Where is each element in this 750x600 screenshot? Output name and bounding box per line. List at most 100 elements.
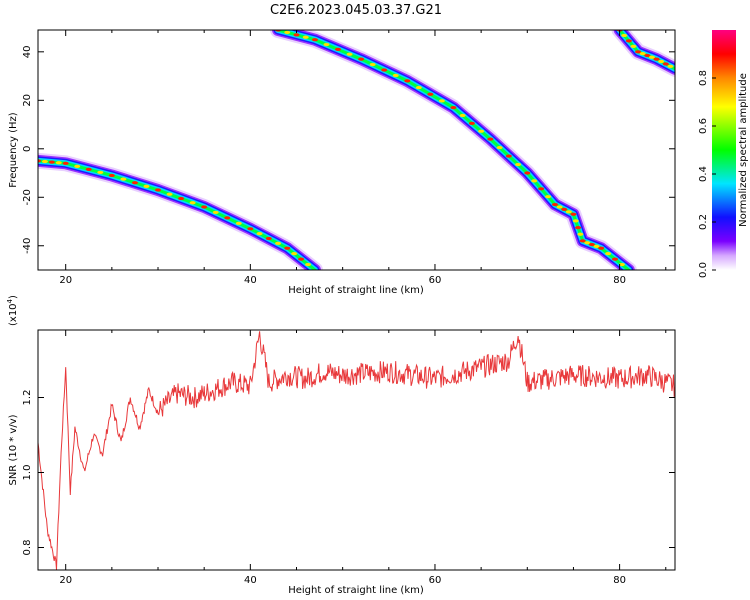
ridge-peak [658,59,665,64]
snr-x-tick-label: 40 [244,575,257,586]
ridge-peak [212,210,219,215]
ridge-peak [577,232,584,236]
ridge-0-band [38,159,317,270]
ridge-peak [155,188,162,192]
spectrogram-y-ticks: 40 20 0 -20 -40 [22,45,675,254]
ridge-peak [579,239,586,243]
ridge-peak [291,252,298,256]
ridge-peak [358,57,365,61]
ridge-peak [284,246,291,250]
spectrogram-panel: 20 40 60 80 40 20 0 -20 -40 Height of straight … [8,29,676,296]
ridge-peak [538,187,545,191]
snr-y-multiplier-exp: 4 [6,298,14,303]
ridge-peak [284,30,291,35]
ridge-peak [505,154,512,158]
ridge-peak [143,184,150,188]
ridge-peak [85,167,92,171]
colorbar-tick-label: 0.0 [698,262,709,278]
ridge-peak [570,212,577,216]
spectrogram-y-axis-label: Frequency (Hz) [8,112,19,188]
ridge-peak [524,171,531,175]
colorbar-tick-label: 0.4 [698,166,709,182]
ridge-peak [415,85,422,90]
colorbar-tick-label: 0.2 [698,214,709,230]
ridge-peak [323,42,330,47]
ridge-peak [369,62,376,67]
ridge-0-band [38,154,321,270]
ridge-peak [392,73,399,78]
ridge-peak [38,159,41,163]
spectrogram-frame [37,29,676,271]
ridge-peak [311,38,318,42]
ridge-peak [438,99,445,103]
ridge-peak [74,164,81,168]
ridge-peak [496,145,503,150]
ridge-peak [62,161,69,165]
ridge-peak [621,33,628,38]
colorbar-tick-label: 0.6 [698,118,709,134]
ridge-peak [265,236,272,241]
ridge-peak [653,57,660,61]
snr-y-tick-label: 1.0 [22,465,33,481]
ridge-peak [575,225,582,230]
colorbar-label: Normalized spectral amplitude [738,73,749,227]
ridge-peak [588,242,595,247]
snr-frame [37,329,676,571]
ridge-peak [662,62,669,66]
ridge-peak [630,44,637,48]
ridge-peak [667,64,674,68]
ridge-peak [55,161,62,165]
snr-panel: 20 40 60 80 0.8 1.0 1.2 Height of straight li… [6,295,676,596]
ridge-peak [644,53,651,58]
snr-series-line [38,331,675,570]
ridge-peak [635,50,642,54]
ridge-peak [468,121,475,125]
ridge-peak [593,244,600,248]
ridge-peak [224,216,231,220]
ridge-peak [275,241,282,245]
ridge-peak [189,201,196,205]
spectrogram-x-tick-label: 80 [613,275,626,286]
snr-y-ticks: 0.8 1.0 1.2 [22,390,675,555]
spectrogram-y-tick-label: 0 [22,146,33,152]
ridge-peak [335,47,342,51]
colorbar-tick-label: 0.8 [698,70,709,86]
ridge-peak [459,113,466,118]
ridge-peak [611,257,618,261]
ridge-peak [293,33,300,37]
ridge-peak [605,252,612,256]
ridge-peak [427,92,434,96]
ridge-0-band [38,156,320,270]
snr-x-tick-label: 80 [613,575,626,586]
colorbar-ticks: 0.0 0.2 0.4 0.6 0.8 [698,70,716,278]
ridge-peak [131,181,138,185]
spectrogram-ridges [38,30,675,270]
spectrogram-x-axis-label: Height of straight line (km) [288,285,424,296]
snr-y-multiplier-close: ) [8,295,19,299]
ridge-peak [598,246,605,250]
ridge-peak [41,159,48,164]
ridge-peak [639,52,646,56]
snr-x-axis-label: Height of straight line (km) [288,585,424,596]
ridge-peak [256,232,263,236]
ridge-peak [298,257,305,261]
ridge-peak [572,219,579,223]
ridge-0-band [38,157,318,270]
colorbar-scale [712,30,736,270]
ridge-peak [48,160,55,164]
ridge-peak [648,55,655,59]
ridge-peak [97,170,104,175]
spectrogram-x-ticks: 20 40 60 80 [59,30,667,286]
ridge-peak [247,227,254,231]
spectrogram-y-tick-label: 20 [22,94,33,107]
snr-x-tick-label: 20 [59,575,72,586]
ridge-peak [478,129,485,133]
ridge-peak [487,137,494,141]
spectrogram-y-tick-label: -40 [22,238,33,254]
spectrogram-x-tick-label: 60 [429,275,442,286]
ridge-peak [178,196,185,201]
ridge-peak [565,210,572,214]
ridge-peak [302,35,309,39]
snr-y-axis-label: SNR (10 * v/v) [8,414,19,485]
